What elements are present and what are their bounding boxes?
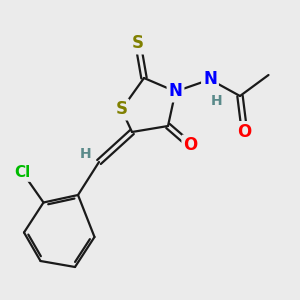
Text: S: S — [116, 100, 128, 118]
Text: N: N — [203, 70, 217, 88]
Text: H: H — [80, 148, 91, 161]
Text: O: O — [183, 136, 198, 154]
Text: H: H — [211, 94, 222, 108]
Text: N: N — [169, 82, 182, 100]
Text: O: O — [237, 123, 252, 141]
Text: Cl: Cl — [14, 165, 31, 180]
Text: S: S — [132, 34, 144, 52]
